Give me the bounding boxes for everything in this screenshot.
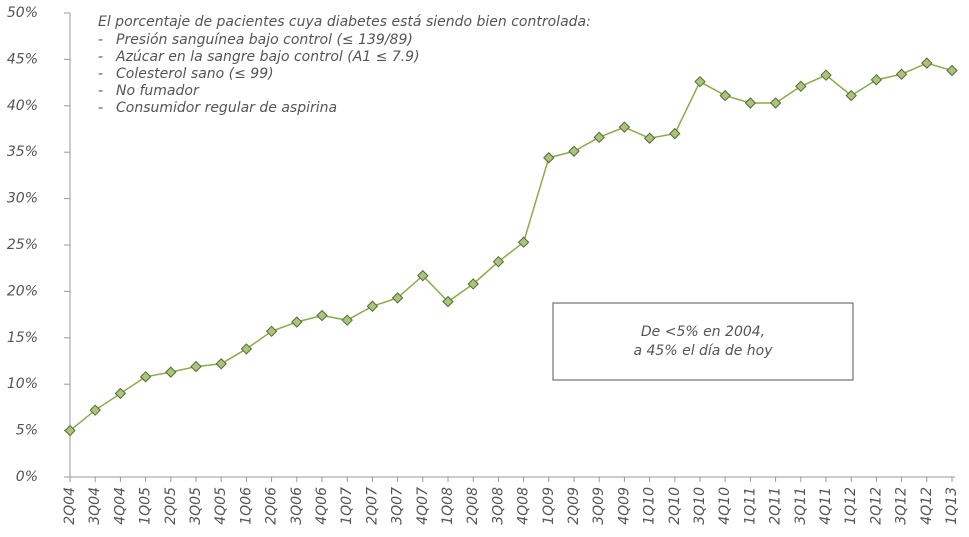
marker [89, 404, 101, 416]
marker [291, 316, 303, 328]
x-tick-label: 2Q05 [163, 487, 179, 525]
callout-text: De <5% en 2004, [641, 324, 765, 340]
marker [417, 269, 429, 282]
x-tick-label: 3Q08 [490, 487, 506, 525]
y-tick-label: 5% [16, 423, 38, 439]
x-tick-label: 3Q11 [793, 487, 809, 525]
x-tick-label: 1Q08 [440, 487, 456, 525]
x-tick-label: 4Q10 [717, 487, 733, 525]
x-tick-label: 2Q09 [566, 487, 582, 525]
x-tick-label: 1Q11 [742, 487, 758, 525]
callout-text: a 45% el día de hoy [633, 343, 773, 359]
marker [921, 57, 933, 69]
marker [543, 152, 555, 164]
annotation-item: No fumador [116, 83, 200, 99]
marker [643, 132, 656, 144]
x-tick-label: 3Q10 [692, 487, 708, 525]
annotation-item: Colesterol sano (≤ 99) [116, 66, 274, 82]
y-tick-label: 30% [7, 191, 38, 207]
x-tick-label: 3Q12 [894, 487, 910, 525]
y-tick-label: 50% [7, 5, 38, 21]
x-tick-label: 3Q05 [188, 487, 204, 525]
marker [895, 68, 908, 80]
marker [316, 309, 328, 322]
annotation-bullet: - [98, 66, 103, 82]
x-tick-label: 1Q10 [642, 487, 658, 525]
callout-box [552, 302, 854, 381]
x-tick-label: 2Q12 [868, 487, 884, 525]
marker [820, 69, 832, 81]
marker [744, 97, 757, 109]
marker [568, 145, 580, 157]
annotation-bullet: - [98, 83, 103, 99]
x-tick-label: 1Q07 [339, 487, 355, 525]
marker [190, 360, 202, 373]
marker [215, 358, 227, 370]
marker [870, 74, 883, 86]
marker [946, 64, 958, 77]
annotation-item: Consumidor regular de aspirina [116, 100, 337, 116]
annotation-item: Presión sanguínea bajo control (≤ 139/89… [116, 32, 413, 48]
marker [467, 278, 479, 290]
x-tick-label: 3Q09 [591, 487, 607, 525]
annotation-bullet: - [98, 49, 103, 65]
x-tick-label: 4Q08 [516, 487, 532, 525]
y-tick-label: 20% [7, 283, 38, 299]
y-tick-label: 45% [7, 51, 38, 67]
x-tick-label: 2Q04 [62, 487, 78, 525]
x-tick-label: 1Q09 [541, 487, 557, 525]
marker [341, 314, 353, 326]
marker [139, 371, 152, 383]
x-tick-label: 2Q08 [465, 487, 481, 525]
marker [719, 89, 731, 102]
marker [694, 75, 706, 88]
marker [795, 80, 807, 93]
marker [769, 97, 782, 109]
x-tick-label: 1Q06 [238, 487, 254, 525]
annotation-bullet: - [98, 100, 103, 116]
y-tick-label: 15% [7, 330, 38, 346]
x-tick-label: 4Q11 [818, 487, 834, 525]
x-tick-label: 1Q12 [843, 487, 859, 525]
y-tick-label: 10% [7, 376, 38, 392]
marker [165, 366, 177, 378]
x-tick-label: 2Q07 [364, 487, 380, 525]
x-tick-label: 2Q11 [768, 487, 784, 525]
x-tick-label: 4Q12 [919, 487, 935, 525]
marker [442, 295, 454, 308]
marker [64, 424, 76, 437]
marker [492, 255, 505, 268]
x-tick-label: 4Q04 [112, 487, 128, 525]
marker [240, 343, 253, 355]
annotation-item: Azúcar en la sangre bajo control (A1 ≤ 7… [115, 49, 420, 65]
x-tick-label: 3Q04 [87, 487, 103, 525]
x-tick-label: 3Q06 [289, 487, 305, 525]
annotation-bullet: - [98, 32, 103, 48]
x-tick-label: 3Q07 [390, 487, 406, 525]
marker [366, 300, 379, 312]
marker [593, 131, 605, 144]
marker [265, 325, 278, 338]
x-tick-label: 2Q06 [264, 487, 280, 525]
x-tick-label: 4Q06 [314, 487, 330, 525]
x-tick-label: 4Q07 [415, 487, 431, 525]
y-tick-label: 0% [16, 469, 38, 485]
marker [618, 121, 631, 133]
marker [114, 387, 127, 400]
x-tick-label: 4Q05 [213, 487, 229, 525]
x-tick-label: 4Q09 [616, 487, 632, 525]
marker [845, 89, 857, 102]
marker [517, 236, 530, 248]
x-tick-label: 1Q13 [944, 487, 960, 525]
y-tick-label: 40% [7, 98, 38, 114]
annotation-title: El porcentaje de pacientes cuya diabetes… [98, 14, 591, 30]
series-line [69, 62, 953, 432]
x-tick-label: 1Q05 [138, 487, 154, 525]
y-tick-label: 35% [7, 144, 38, 160]
x-tick-label: 2Q10 [667, 487, 683, 525]
marker [391, 292, 404, 304]
y-tick-label: 25% [7, 237, 38, 253]
marker [669, 127, 681, 140]
